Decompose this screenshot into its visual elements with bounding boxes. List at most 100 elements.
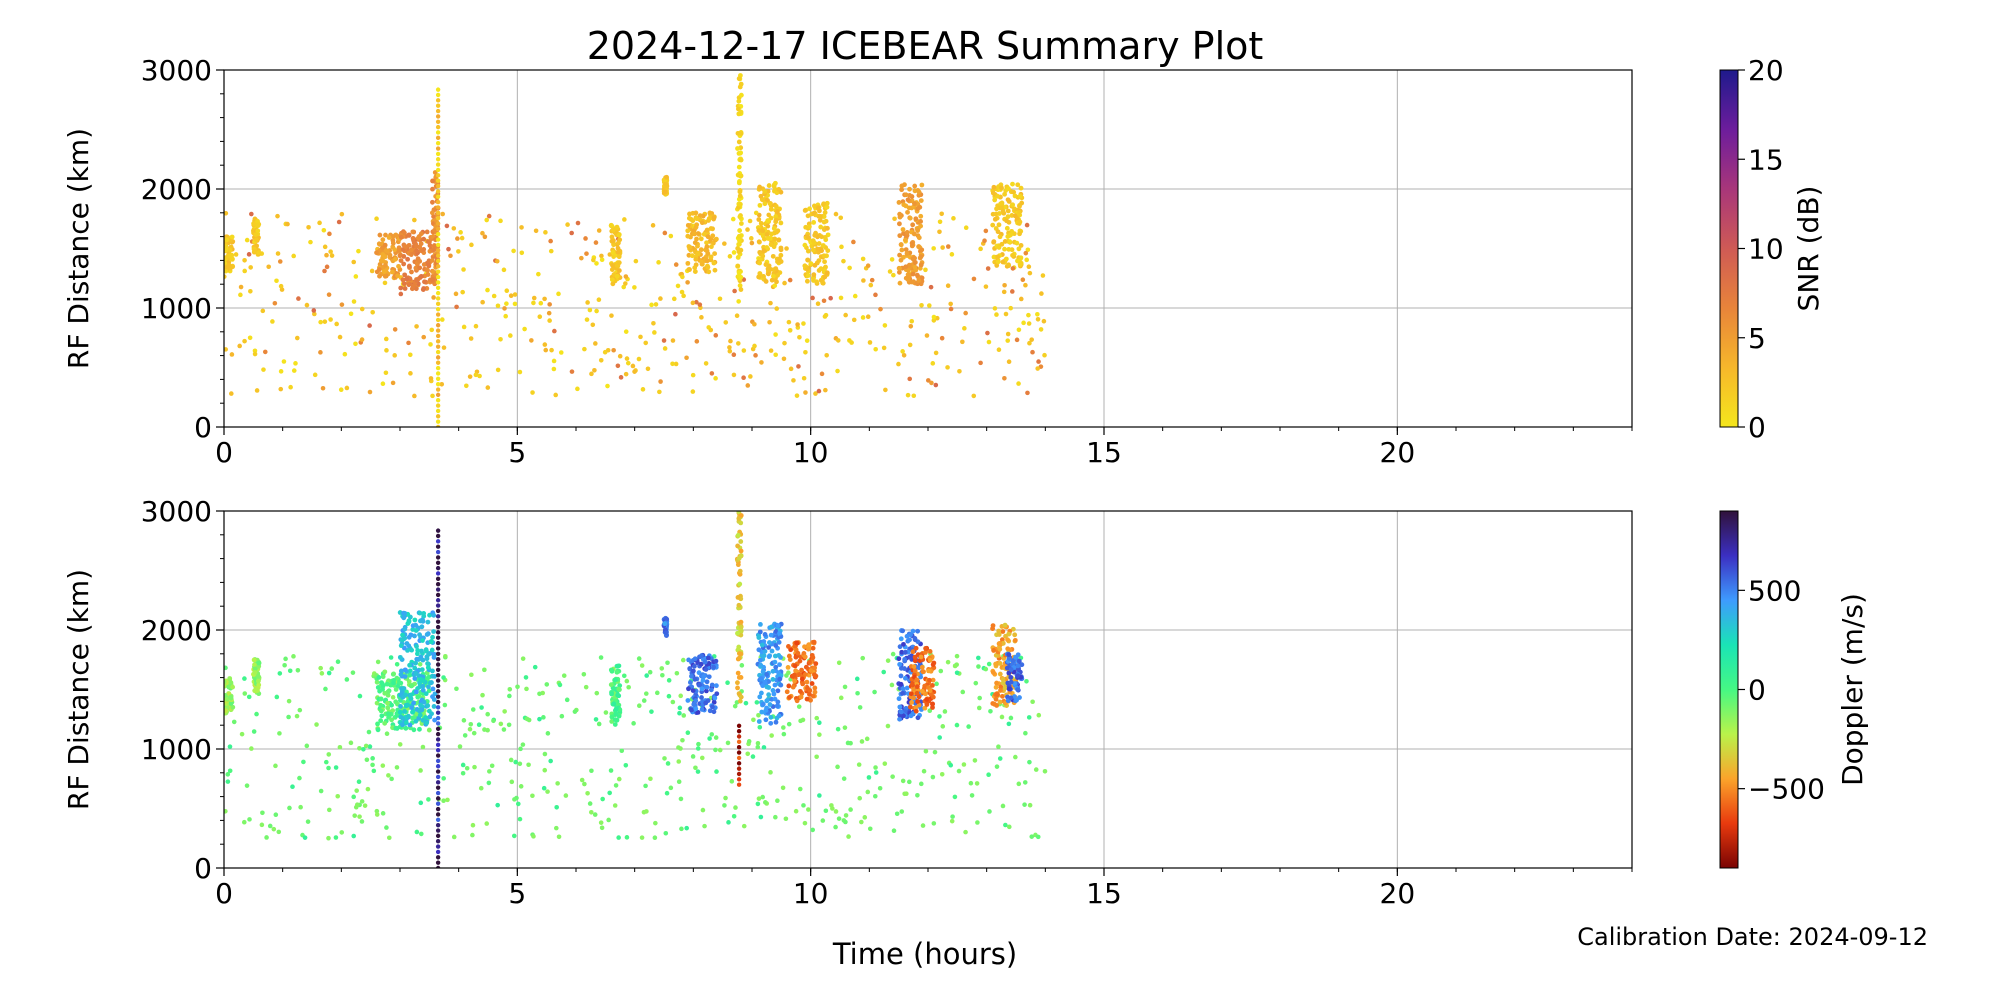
cluster-point: [902, 675, 908, 681]
streak-point: [435, 614, 441, 619]
scatter-point: [557, 682, 563, 688]
cluster-point: [1019, 662, 1025, 668]
scatter-point: [784, 673, 789, 678]
scatter-point: [457, 744, 463, 749]
scatter-point: [654, 690, 660, 696]
scatter-point: [259, 822, 265, 828]
cluster-point: [374, 250, 379, 256]
cluster-point: [913, 708, 919, 714]
cluster-point: [768, 624, 774, 630]
cluster-point: [404, 276, 410, 282]
scatter-point: [938, 668, 944, 674]
cluster-point: [910, 649, 916, 655]
scatter-point: [277, 731, 282, 736]
cluster-point: [390, 269, 395, 275]
scatter-point: [227, 768, 233, 774]
cluster-point: [419, 618, 425, 624]
colorbar-label: SNR (dB): [1792, 186, 1825, 312]
scatter-point: [344, 385, 350, 391]
scatter-point: [515, 684, 520, 690]
scatter-point: [323, 759, 329, 765]
streak-point: [435, 98, 441, 103]
cluster-point: [997, 234, 1003, 240]
cluster-point: [778, 259, 784, 264]
scatter-point: [782, 340, 787, 346]
cluster-point: [1000, 259, 1006, 265]
cluster-point: [380, 237, 386, 243]
cluster-point: [771, 226, 777, 231]
scatter-point: [467, 374, 473, 379]
scatter-point: [971, 276, 977, 282]
streak-point: [435, 667, 441, 673]
scatter-point: [814, 754, 819, 760]
scatter-point: [644, 673, 649, 678]
scatter-point: [693, 765, 698, 771]
streak-point: [736, 755, 742, 761]
cluster-point: [738, 92, 744, 98]
cluster-point: [809, 681, 815, 686]
cluster-point: [617, 683, 623, 688]
cluster-point: [427, 243, 433, 248]
cluster-point: [380, 252, 386, 257]
cluster-point: [802, 644, 807, 650]
cluster-point: [417, 610, 423, 616]
scatter-point: [787, 328, 793, 333]
cluster-point: [919, 247, 925, 253]
scatter-point: [594, 690, 600, 696]
scatter-point: [954, 653, 960, 659]
scatter-point: [933, 382, 939, 388]
cluster-point: [224, 683, 227, 689]
cluster-point: [897, 269, 902, 275]
calibration-date: Calibration Date: 2024-09-12: [1577, 923, 1928, 951]
scatter-point: [617, 353, 623, 359]
scatter-point: [616, 835, 621, 840]
scatter-point: [624, 356, 630, 361]
streak-point: [736, 745, 742, 750]
cluster-point: [1012, 681, 1018, 686]
scatter-point: [296, 296, 301, 301]
scatter-point: [418, 800, 424, 806]
cluster-point: [390, 240, 396, 246]
cluster-point: [930, 677, 936, 683]
scatter-point: [928, 284, 934, 290]
scatter-point: [486, 213, 492, 219]
cluster-point: [229, 256, 235, 262]
scatter-point: [982, 238, 987, 244]
streak-point: [435, 726, 441, 731]
scatter-point: [690, 754, 696, 759]
scatter-point: [695, 769, 701, 774]
scatter-point: [286, 698, 292, 704]
cluster-point: [910, 222, 916, 228]
cluster-point: [402, 286, 408, 291]
scatter-point: [274, 694, 280, 700]
cluster-point: [229, 234, 235, 240]
cluster-point: [686, 215, 692, 221]
scatter-point: [873, 765, 878, 770]
scatter-point: [867, 826, 873, 832]
cluster-point: [762, 632, 768, 637]
streak-point: [435, 253, 441, 258]
cluster-point: [901, 713, 906, 719]
cluster-point: [687, 680, 693, 685]
cluster-point: [432, 717, 438, 723]
scatter-point: [278, 386, 284, 392]
cluster-point: [431, 243, 437, 248]
scatter-point: [1001, 289, 1007, 295]
scatter-point: [579, 255, 584, 261]
cluster-point: [916, 244, 922, 250]
scatter-point: [865, 314, 871, 319]
cluster-point: [382, 242, 388, 248]
streak-point: [435, 710, 441, 715]
scatter-point: [498, 218, 503, 224]
figure-title: 2024-12-17 ICEBEAR Summary Plot: [587, 24, 1264, 68]
scatter-point: [641, 698, 647, 703]
cluster-point: [738, 221, 744, 226]
streak-point: [435, 87, 441, 92]
streak-point: [435, 571, 441, 576]
scatter-point: [924, 333, 930, 338]
scatter-point: [930, 361, 936, 366]
cluster-point: [737, 187, 743, 193]
scatter-point: [1030, 349, 1035, 355]
cluster-point: [735, 680, 740, 686]
scatter-point: [509, 779, 515, 785]
